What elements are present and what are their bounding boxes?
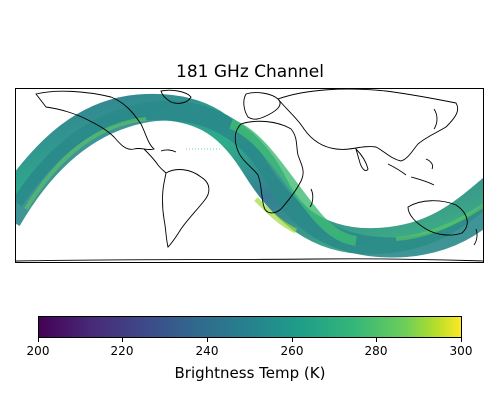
colorbar-tick (38, 337, 39, 342)
colorbar-tick (207, 337, 208, 342)
swath-band (16, 93, 483, 258)
map-title: 181 GHz Channel (176, 62, 324, 82)
colorbar-tick-label: 200 (26, 344, 50, 358)
colorbar-tick-label: 220 (110, 344, 134, 358)
colorbar (38, 316, 462, 338)
coastlines (16, 89, 483, 262)
colorbar-tick-label: 280 (364, 344, 388, 358)
colorbar-tick (122, 337, 123, 342)
brightness-map (16, 89, 483, 262)
colorbar-tick-label: 260 (280, 344, 304, 358)
colorbar-tick (376, 337, 377, 342)
colorbar-tick (461, 337, 462, 342)
colorbar-tick-label: 240 (195, 344, 219, 358)
colorbar-label: Brightness Temp (K) (174, 364, 326, 382)
map-panel (15, 88, 484, 263)
colorbar-tick (292, 337, 293, 342)
colorbar-tick-label: 300 (449, 344, 473, 358)
